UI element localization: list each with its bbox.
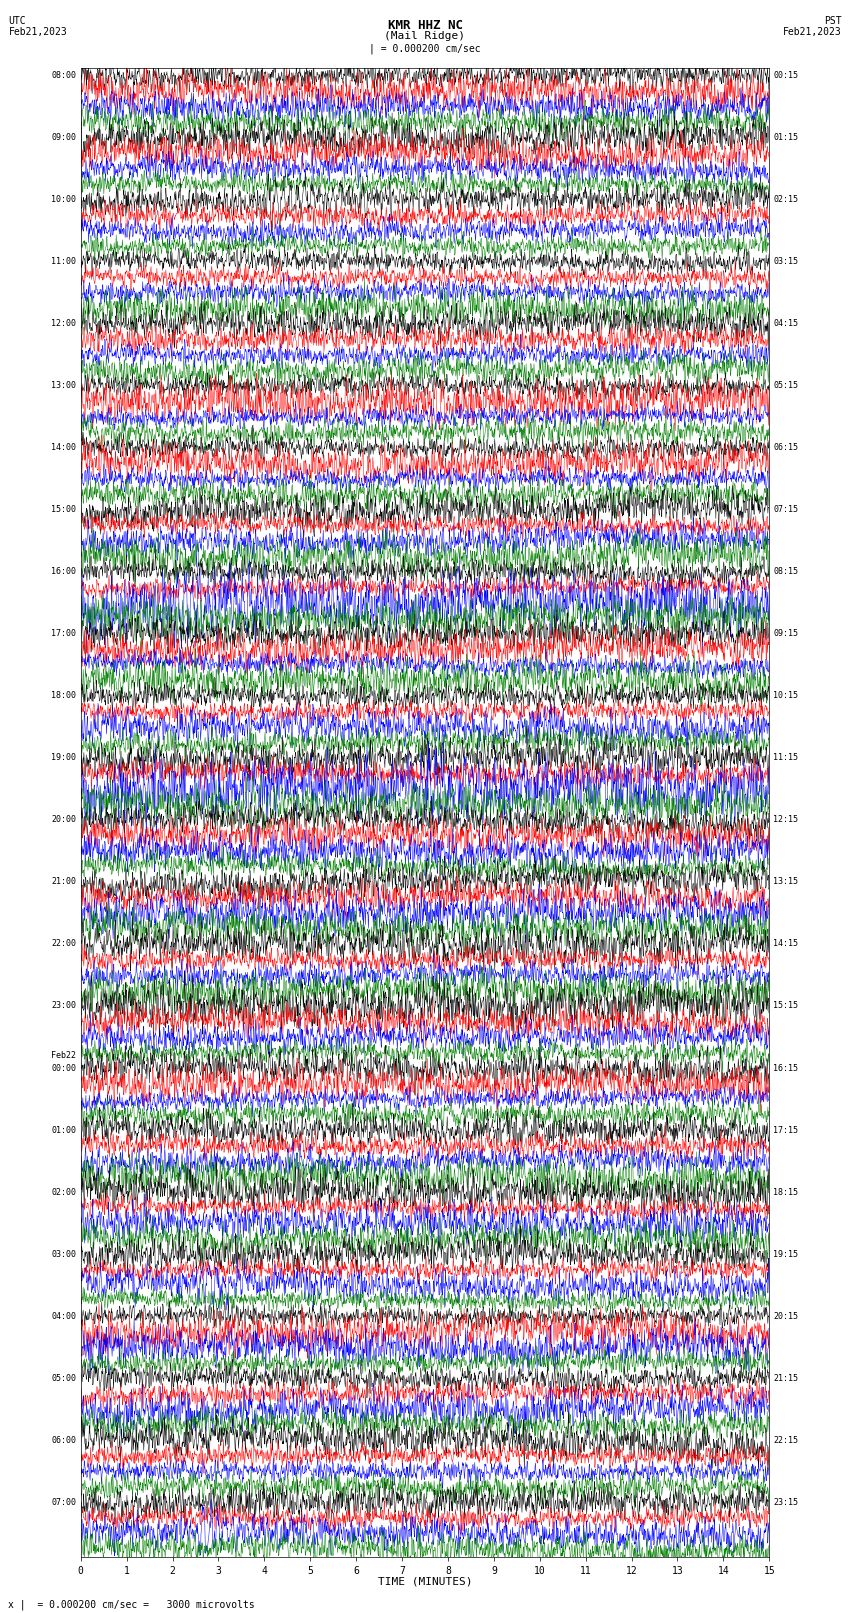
Text: 13:15: 13:15 bbox=[774, 877, 798, 887]
Text: 11:00: 11:00 bbox=[52, 256, 76, 266]
Text: 23:00: 23:00 bbox=[52, 1002, 76, 1010]
Text: 16:00: 16:00 bbox=[52, 568, 76, 576]
Text: 06:00: 06:00 bbox=[52, 1436, 76, 1445]
Text: 19:15: 19:15 bbox=[774, 1250, 798, 1258]
Text: 22:00: 22:00 bbox=[52, 939, 76, 948]
Text: 22:15: 22:15 bbox=[774, 1436, 798, 1445]
Text: 00:00: 00:00 bbox=[52, 1063, 76, 1073]
Text: x |  = 0.000200 cm/sec =   3000 microvolts: x | = 0.000200 cm/sec = 3000 microvolts bbox=[8, 1598, 255, 1610]
Text: 15:15: 15:15 bbox=[774, 1002, 798, 1010]
Text: 01:00: 01:00 bbox=[52, 1126, 76, 1134]
Text: 02:00: 02:00 bbox=[52, 1187, 76, 1197]
Text: PST: PST bbox=[824, 16, 842, 26]
Text: 18:00: 18:00 bbox=[52, 692, 76, 700]
Text: 04:15: 04:15 bbox=[774, 319, 798, 327]
Text: Feb21,2023: Feb21,2023 bbox=[783, 27, 842, 37]
Text: 12:15: 12:15 bbox=[774, 816, 798, 824]
Text: 16:15: 16:15 bbox=[774, 1063, 798, 1073]
Text: 03:00: 03:00 bbox=[52, 1250, 76, 1258]
Text: 08:15: 08:15 bbox=[774, 568, 798, 576]
Text: 13:00: 13:00 bbox=[52, 381, 76, 390]
Text: Feb22: Feb22 bbox=[52, 1052, 76, 1060]
Text: 19:00: 19:00 bbox=[52, 753, 76, 763]
Text: 09:00: 09:00 bbox=[52, 132, 76, 142]
Text: 10:00: 10:00 bbox=[52, 195, 76, 205]
Text: 17:15: 17:15 bbox=[774, 1126, 798, 1134]
Text: 04:00: 04:00 bbox=[52, 1311, 76, 1321]
X-axis label: TIME (MINUTES): TIME (MINUTES) bbox=[377, 1578, 473, 1587]
Text: 20:00: 20:00 bbox=[52, 816, 76, 824]
Text: | = 0.000200 cm/sec: | = 0.000200 cm/sec bbox=[369, 44, 481, 55]
Text: 17:00: 17:00 bbox=[52, 629, 76, 639]
Text: 06:15: 06:15 bbox=[774, 444, 798, 452]
Text: 15:00: 15:00 bbox=[52, 505, 76, 515]
Text: 05:15: 05:15 bbox=[774, 381, 798, 390]
Text: 12:00: 12:00 bbox=[52, 319, 76, 327]
Text: 11:15: 11:15 bbox=[774, 753, 798, 763]
Text: 21:00: 21:00 bbox=[52, 877, 76, 887]
Text: Feb21,2023: Feb21,2023 bbox=[8, 27, 67, 37]
Text: 21:15: 21:15 bbox=[774, 1374, 798, 1382]
Text: UTC: UTC bbox=[8, 16, 26, 26]
Text: 08:00: 08:00 bbox=[52, 71, 76, 81]
Text: 09:15: 09:15 bbox=[774, 629, 798, 639]
Text: 05:00: 05:00 bbox=[52, 1374, 76, 1382]
Text: 02:15: 02:15 bbox=[774, 195, 798, 205]
Text: 14:15: 14:15 bbox=[774, 939, 798, 948]
Text: 14:00: 14:00 bbox=[52, 444, 76, 452]
Text: 07:15: 07:15 bbox=[774, 505, 798, 515]
Text: 10:15: 10:15 bbox=[774, 692, 798, 700]
Text: KMR HHZ NC: KMR HHZ NC bbox=[388, 19, 462, 32]
Text: (Mail Ridge): (Mail Ridge) bbox=[384, 31, 466, 40]
Text: 23:15: 23:15 bbox=[774, 1498, 798, 1507]
Text: 07:00: 07:00 bbox=[52, 1498, 76, 1507]
Text: 20:15: 20:15 bbox=[774, 1311, 798, 1321]
Text: 03:15: 03:15 bbox=[774, 256, 798, 266]
Text: 01:15: 01:15 bbox=[774, 132, 798, 142]
Text: 18:15: 18:15 bbox=[774, 1187, 798, 1197]
Text: 00:15: 00:15 bbox=[774, 71, 798, 81]
